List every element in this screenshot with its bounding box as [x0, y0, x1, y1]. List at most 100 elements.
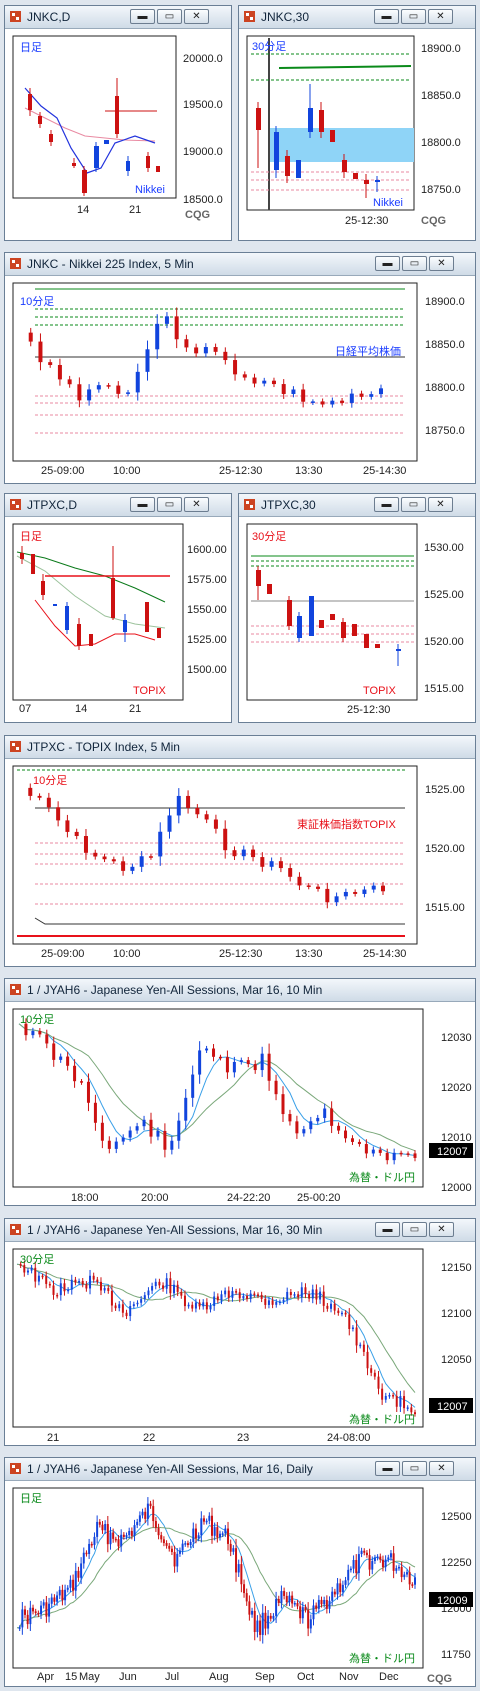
candle-body — [325, 888, 330, 903]
x-tick-label: 25-12:30 — [345, 215, 388, 227]
minimize-button[interactable]: ▬ — [130, 497, 155, 512]
close-button[interactable]: ✕ — [429, 256, 454, 271]
restore-button[interactable]: ▭ — [401, 9, 426, 24]
candle-body — [315, 1289, 318, 1300]
price-chart[interactable]: 30分足 TOPIX 1530.00 1525.00 1520.00 1515.… — [239, 516, 475, 722]
candle-body — [145, 349, 150, 372]
candle-body — [205, 1520, 208, 1523]
restore-button[interactable]: ▭ — [402, 1222, 427, 1237]
candle-body — [138, 1515, 141, 1522]
candle-body — [114, 1305, 117, 1309]
candle-body — [173, 1284, 176, 1294]
candle-body — [379, 388, 383, 395]
title-bar[interactable]: JTPXC,D ▬ ▭ ✕ — [5, 494, 231, 517]
chart-window-jtpxc-30min[interactable]: JTPXC,30 ▬ ▭ ✕ 30分足 TOPIX 153 — [238, 493, 476, 723]
price-chart[interactable]: 日足 為替・ドル円 12500 12250 12000 11750 12009 … — [5, 1480, 475, 1686]
minimize-button[interactable]: ▬ — [375, 1222, 400, 1237]
chart-app-icon — [10, 11, 21, 22]
close-button[interactable]: ✕ — [184, 497, 209, 512]
price-chart[interactable]: 10分足 日経平均株価 18900.0 18850.0 18800.0 1875… — [5, 275, 475, 483]
chart-window-jnkc-daily[interactable]: JNKC,D ▬ ▭ ✕ 日足 Nikkei 20000.0 19500.0 1… — [4, 5, 232, 241]
candle-body — [102, 856, 107, 860]
chart-window-jyah6-10min[interactable]: 1 / JYAH6 - Japanese Yen-All Sessions, M… — [4, 978, 476, 1206]
title-bar[interactable]: 1 / JYAH6 - Japanese Yen-All Sessions, M… — [5, 1219, 475, 1242]
chart-window-jnkc-5min[interactable]: JNKC - Nikkei 225 Index, 5 Min ▬ ▭ ✕ 10分… — [4, 252, 476, 484]
period-label: 日足 — [20, 42, 42, 54]
chart-window-jyah6-daily[interactable]: 1 / JYAH6 - Japanese Yen-All Sessions, M… — [4, 1457, 476, 1687]
candle-body — [227, 1290, 230, 1298]
candle-body — [293, 1603, 296, 1605]
minimize-button[interactable]: ▬ — [375, 1461, 400, 1476]
restore-button[interactable]: ▭ — [157, 9, 182, 24]
x-axis: 14 21 — [77, 204, 141, 216]
candle-body — [242, 374, 247, 378]
symbol-label: 為替・ドル円 — [349, 1651, 415, 1665]
y-tick-label: 20000.0 — [183, 53, 223, 65]
minimize-button[interactable]: ▬ — [374, 9, 399, 24]
title-bar[interactable]: JTPXC - TOPIX Index, 5 Min — [5, 736, 475, 759]
restore-button[interactable]: ▭ — [402, 256, 427, 271]
chart-window-jtpxc-5min[interactable]: JTPXC - TOPIX Index, 5 Min 10分足 東証株価指数TO… — [4, 735, 476, 967]
restore-button[interactable]: ▭ — [402, 1461, 427, 1476]
y-tick-label: 18800.0 — [425, 382, 465, 394]
minimize-button[interactable]: ▬ — [374, 497, 399, 512]
title-bar[interactable]: 1 / JYAH6 - Japanese Yen-All Sessions, M… — [5, 1458, 475, 1481]
y-tick-label: 18850.0 — [425, 339, 465, 351]
ma-line — [18, 1023, 416, 1156]
candle-body — [224, 1290, 227, 1295]
minimize-button[interactable]: ▬ — [375, 256, 400, 271]
y-tick-label: 1530.00 — [424, 542, 464, 554]
candle-body — [82, 1552, 85, 1564]
candle-body — [371, 885, 376, 890]
candle-body — [376, 1556, 379, 1559]
y-tick-label: 11750 — [441, 1649, 471, 1661]
price-chart[interactable]: 30分足 Nikkei 18900.0 18850.0 18800.0 1875… — [239, 28, 475, 240]
candle-body — [52, 1285, 55, 1295]
candle-body — [251, 849, 256, 858]
y-tick-label: 12250 — [441, 1557, 472, 1569]
price-chart[interactable]: 10分足 東証株価指数TOPIX 1525.00 1520.00 1515.00… — [5, 758, 475, 966]
chart-window-jnkc-30min[interactable]: JNKC,30 ▬ ▭ ✕ 30分足 Nikkei 18900 — [238, 5, 476, 241]
candle-body — [322, 1291, 325, 1306]
close-button[interactable]: ✕ — [429, 1222, 454, 1237]
restore-button[interactable]: ▭ — [401, 497, 426, 512]
chart-window-jtpxc-daily[interactable]: JTPXC,D ▬ ▭ ✕ 日足 TOPIX 1600.00 1575.00 — [4, 493, 232, 723]
close-button[interactable]: ✕ — [429, 1461, 454, 1476]
price-chart[interactable]: 日足 TOPIX 1600.00 1575.00 1550.00 1525.00… — [5, 516, 231, 722]
close-button[interactable]: ✕ — [428, 9, 453, 24]
close-button[interactable]: ✕ — [184, 9, 209, 24]
price-chart[interactable]: 10分足 為替・ドル円 12030 12020 12010 12000 1200… — [5, 1001, 475, 1205]
chart-window-jyah6-30min[interactable]: 1 / JYAH6 - Japanese Yen-All Sessions, M… — [4, 1218, 476, 1446]
price-chart[interactable]: 30分足 為替・ドル円 12150 12100 12050 12000 1200… — [5, 1241, 475, 1445]
candle-body — [107, 1288, 110, 1291]
x-tick-label: 25-14:30 — [363, 948, 406, 960]
candle-body — [59, 1283, 62, 1296]
title-bar[interactable]: JNKC,D ▬ ▭ ✕ — [5, 6, 231, 29]
candle-body — [111, 859, 116, 862]
candle-body — [411, 1584, 414, 1586]
candle-body — [38, 341, 43, 363]
window-title: JTPXC,D — [27, 498, 78, 512]
close-button[interactable]: ✕ — [428, 497, 453, 512]
title-bar[interactable]: JNKC - Nikkei 225 Index, 5 Min ▬ ▭ ✕ — [5, 253, 475, 276]
cqg-logo: CQG — [421, 215, 446, 227]
minimize-button[interactable]: ▬ — [130, 9, 155, 24]
restore-button[interactable]: ▭ — [157, 497, 182, 512]
plot-area — [12, 1248, 424, 1428]
period-label: 日足 — [20, 531, 42, 543]
candle-body — [142, 1119, 146, 1127]
x-tick-label: 10:00 — [113, 948, 141, 960]
price-chart[interactable]: 日足 Nikkei 20000.0 19500.0 19000.0 18500.… — [5, 28, 231, 240]
title-bar[interactable]: JTPXC,30 ▬ ▭ ✕ — [239, 494, 475, 517]
window-title: 1 / JYAH6 - Japanese Yen-All Sessions, M… — [27, 1223, 323, 1237]
title-bar[interactable]: JNKC,30 ▬ ▭ ✕ — [239, 6, 475, 29]
candle-body — [204, 814, 209, 820]
title-bar[interactable]: 1 / JYAH6 - Japanese Yen-All Sessions, M… — [5, 979, 475, 1002]
candle-body — [31, 1031, 35, 1036]
candle-body — [208, 1515, 211, 1521]
x-axis: 21 22 23 24-08:00 — [47, 1432, 370, 1444]
candle-body — [149, 1119, 153, 1137]
candle-body — [187, 1304, 190, 1307]
candle-body — [384, 1395, 387, 1400]
candle-body — [357, 1554, 360, 1574]
